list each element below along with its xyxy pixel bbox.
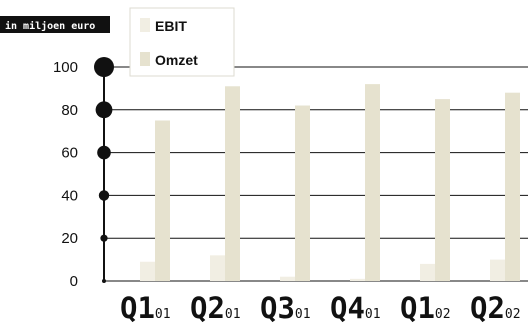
- bar-omzet-q1-01: [155, 120, 170, 281]
- bar-ebit-q4-01: [350, 278, 365, 281]
- unit-label-background: [0, 16, 110, 33]
- y-axis: [94, 57, 114, 283]
- bar-ebit-q1-01: [140, 261, 155, 281]
- y-tick-label: 40: [61, 187, 78, 204]
- y-tick-label: 100: [53, 59, 78, 76]
- bars: [140, 84, 520, 282]
- x-tick-label: Q102: [400, 291, 451, 325]
- y-tick-label: 20: [61, 230, 78, 247]
- bar-omzet-q2-01: [225, 86, 240, 281]
- bar-omzet-q4-01: [365, 84, 380, 282]
- unit-label-text: in miljoen euro: [5, 20, 95, 32]
- bar-omzet-q2-02: [505, 92, 520, 282]
- bar-omzet-q1-02: [435, 99, 450, 281]
- x-tick-label: Q201: [190, 291, 241, 325]
- y-tick-labels: 0 20 40 60 80 100: [53, 59, 78, 290]
- legend-swatch-ebit: [140, 18, 150, 32]
- legend: EBIT Omzet: [129, 7, 235, 77]
- x-tick-label: Q401: [330, 291, 381, 325]
- legend-label-ebit: EBIT: [155, 18, 187, 34]
- x-tick-label: Q101: [120, 291, 171, 325]
- x-tick-label: Q202: [470, 291, 521, 325]
- bar-ebit-q3-01: [280, 276, 295, 281]
- x-tick-labels: Q101 Q201 Q301 Q401 Q102 Q202: [120, 291, 521, 325]
- bar-ebit-q1-02: [420, 263, 435, 281]
- x-tick-label: Q301: [260, 291, 311, 325]
- bar-ebit-q2-01: [210, 255, 225, 281]
- bar-omzet-q3-01: [295, 105, 310, 282]
- unit-label: in miljoen euro: [0, 16, 110, 33]
- y-tick-label: 0: [70, 273, 78, 290]
- gridlines: [104, 66, 528, 282]
- legend-label-omzet: Omzet: [155, 52, 198, 68]
- legend-swatch-omzet: [140, 52, 150, 66]
- y-tick-label: 60: [61, 145, 78, 162]
- bar-ebit-q2-02: [490, 259, 505, 281]
- y-tick-label: 80: [61, 102, 78, 119]
